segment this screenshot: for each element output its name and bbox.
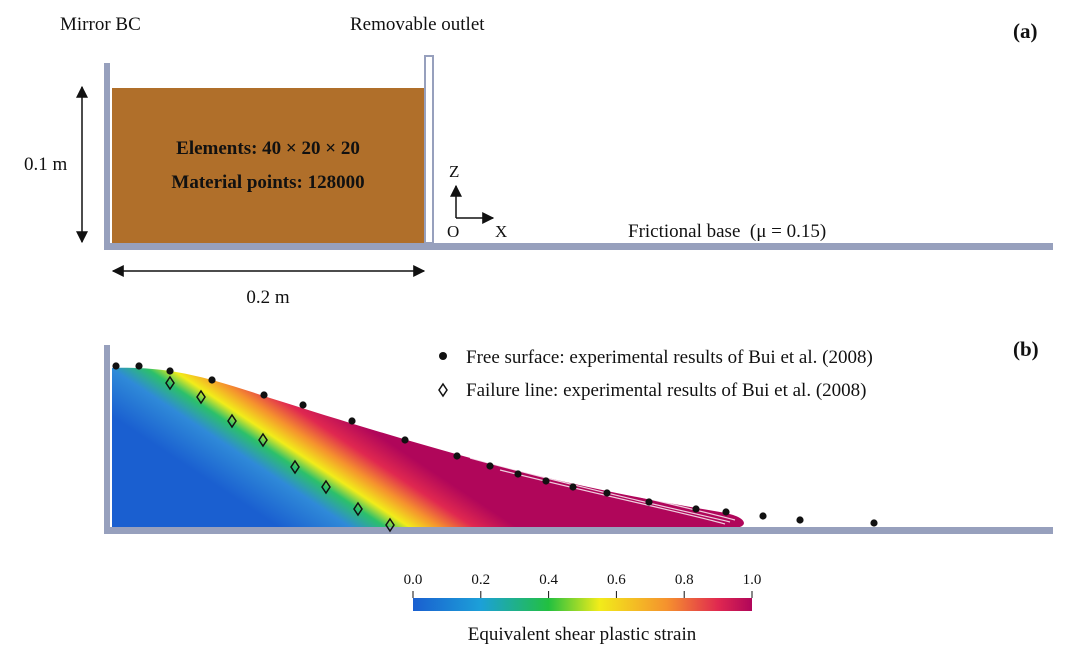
surface-point — [569, 483, 577, 491]
failure-point — [353, 501, 363, 517]
surface-point — [542, 477, 550, 485]
width-label: 0.2 m — [246, 287, 290, 308]
surface-point — [260, 391, 268, 399]
panel-a: Mirror BC Removable outlet (a) Elements:… — [24, 14, 1053, 308]
mirror-label: Mirror BC — [60, 14, 141, 35]
left-wall — [104, 345, 110, 533]
surface-point — [486, 462, 494, 470]
colorbar-tick-label: 0.2 — [471, 572, 490, 588]
colorbar-tick-label: 0.8 — [675, 572, 694, 588]
surface-point — [166, 367, 174, 375]
surface-point — [514, 470, 522, 478]
surface-point — [645, 498, 653, 506]
surface-point — [796, 516, 804, 524]
height-label: 0.1 m — [24, 154, 68, 175]
surface-point — [112, 362, 120, 370]
colorbar — [413, 598, 752, 611]
colorbar-title: Equivalent shear plastic strain — [468, 624, 697, 645]
outlet — [424, 55, 434, 244]
z-label: Z — [449, 162, 459, 181]
panel-b: (b) Free surface: experimental results o… — [104, 337, 1053, 645]
surface-point — [299, 401, 307, 409]
legend-entry: Free surface: experimental results of Bu… — [466, 347, 873, 368]
base — [104, 527, 1053, 534]
surface-point — [870, 519, 878, 527]
origin-label: O — [447, 222, 459, 241]
elements-label: Elements: 40 × 20 × 20 — [176, 138, 360, 159]
surface-point — [692, 505, 700, 513]
points-label: Material points: 128000 — [171, 172, 364, 193]
colorbar-tick-label: 0.0 — [404, 572, 423, 588]
panel-label: (a) — [1013, 19, 1038, 43]
failure-point — [196, 389, 206, 405]
failure-point — [258, 432, 268, 448]
legend-diamond — [438, 382, 448, 398]
failure-point — [227, 413, 237, 429]
surface-point — [453, 452, 461, 460]
colorbar-tick-label: 0.6 — [607, 572, 626, 588]
failure-point — [385, 517, 395, 533]
left-wall — [104, 63, 110, 250]
panel-label: (b) — [1013, 337, 1039, 361]
colorbar-tick-label: 1.0 — [743, 572, 762, 588]
failure-point — [290, 459, 300, 475]
failure-point — [165, 375, 175, 391]
surface-point — [722, 508, 730, 516]
surface-point — [759, 512, 767, 520]
material — [112, 88, 425, 243]
outlet-label: Removable outlet — [350, 14, 485, 35]
legend-entry: Failure line: experimental results of Bu… — [466, 380, 866, 401]
failure-point — [321, 479, 331, 495]
legend-dot — [439, 352, 447, 360]
surface-point — [135, 362, 143, 370]
surface-point — [208, 376, 216, 384]
colorbar-tick-label: 0.4 — [539, 572, 558, 588]
x-label: X — [495, 222, 507, 241]
surface-point — [603, 489, 611, 497]
flow-streaks — [439, 444, 736, 525]
surface-point — [348, 417, 356, 425]
surface-point — [401, 436, 409, 444]
base — [104, 243, 1053, 250]
base-label: Frictional base (μ = 0.15) — [628, 221, 826, 242]
